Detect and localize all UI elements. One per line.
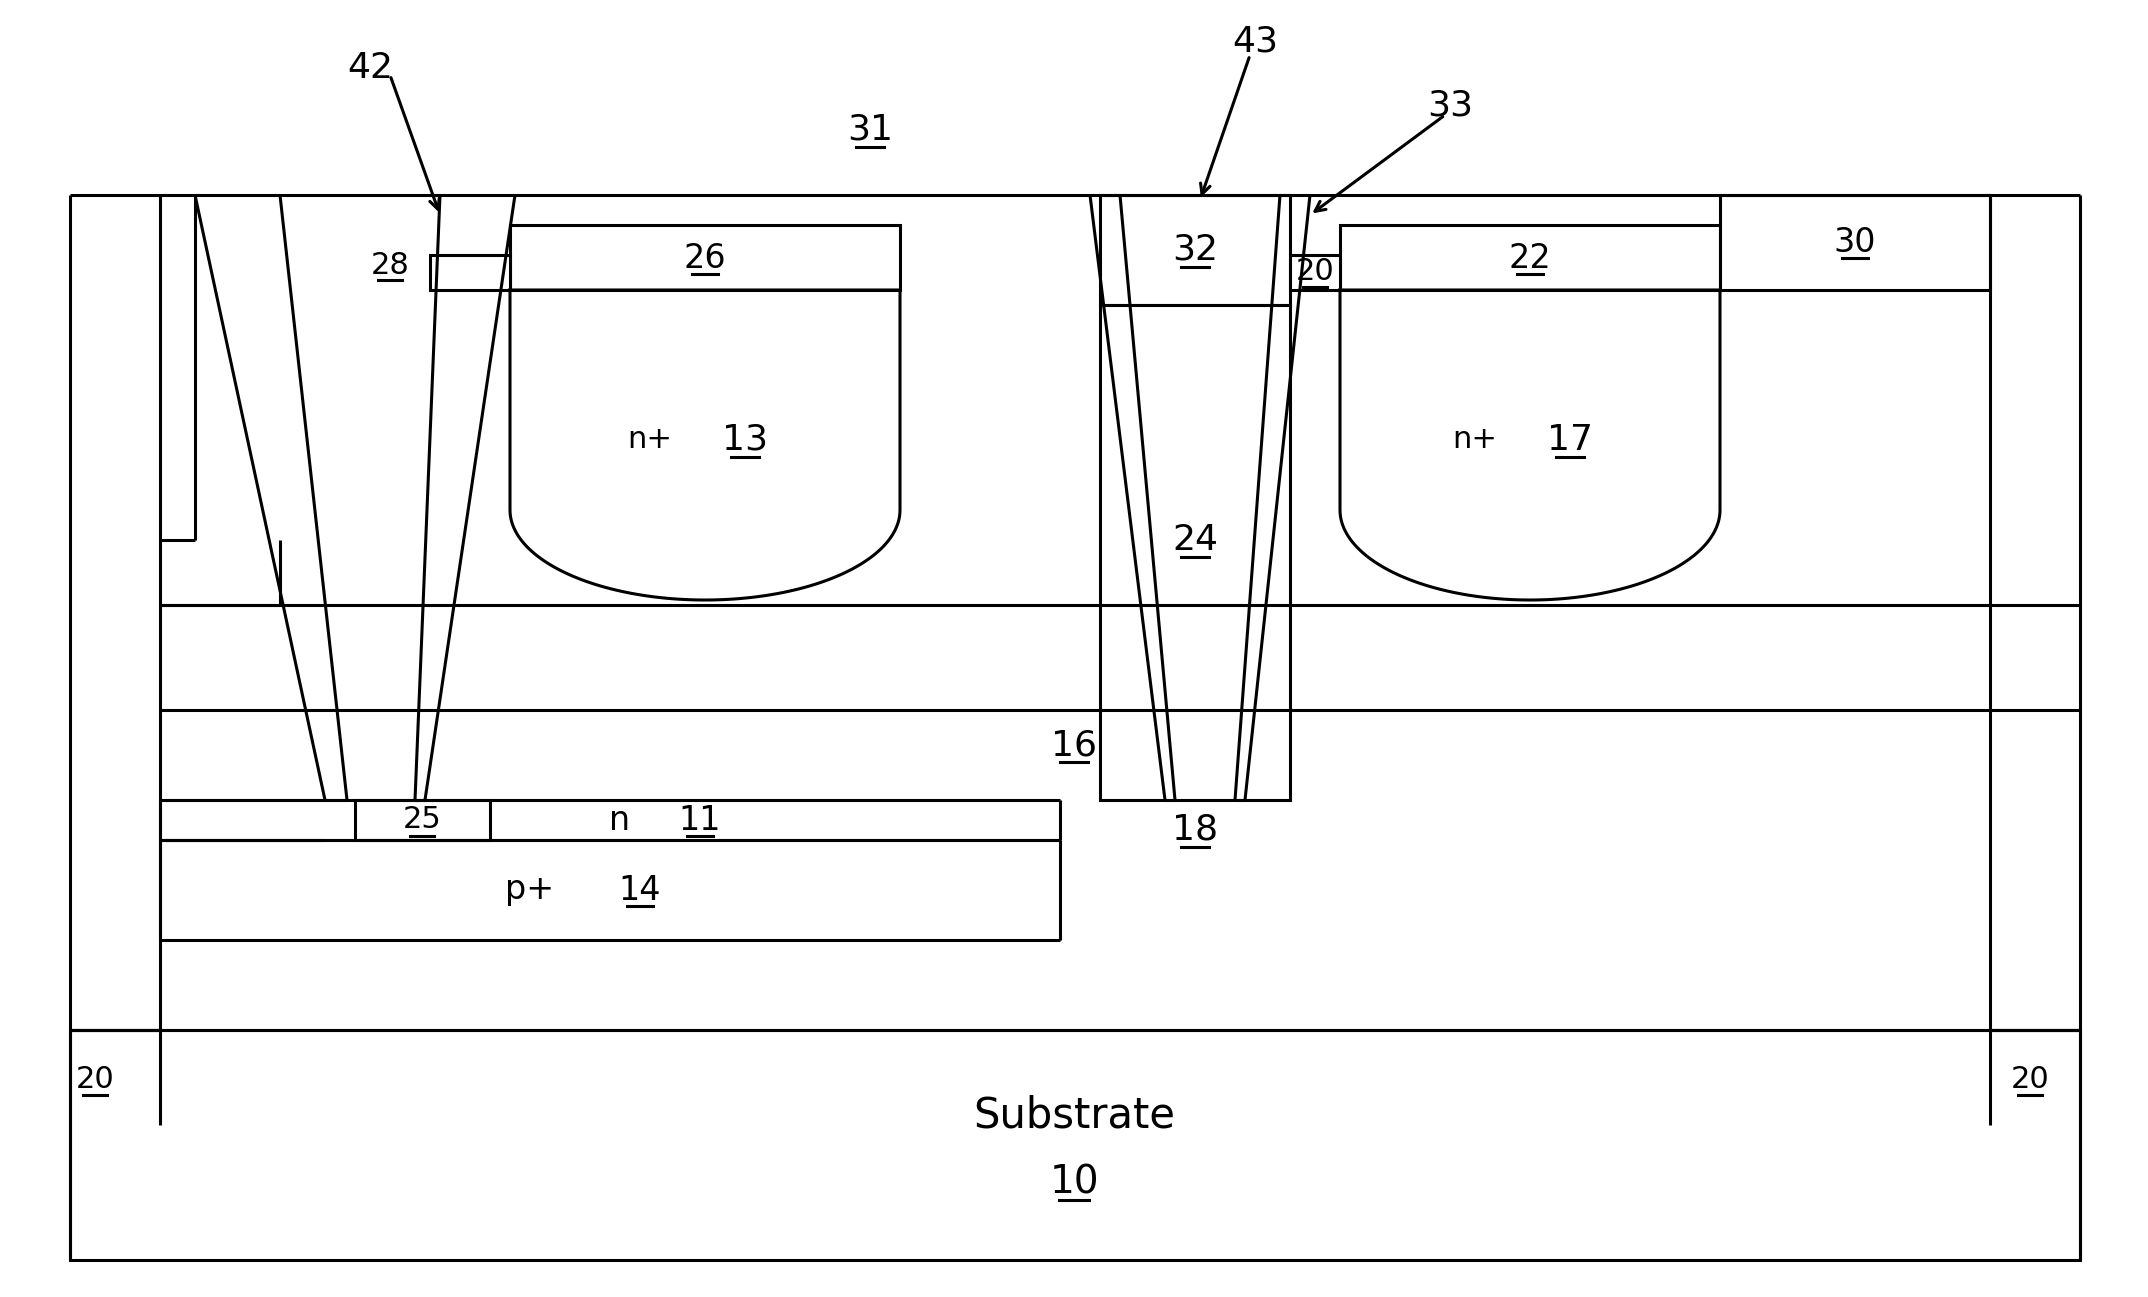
Text: n: n — [610, 804, 632, 837]
Text: 32: 32 — [1173, 233, 1218, 267]
Text: n+: n+ — [1452, 425, 1497, 454]
Bar — [1291, 256, 1340, 291]
Text: 31: 31 — [846, 113, 894, 147]
Text: 16: 16 — [1050, 728, 1098, 763]
Bar — [430, 256, 509, 291]
Text: 20: 20 — [75, 1066, 114, 1095]
Text: 14: 14 — [619, 873, 662, 907]
Text: 11: 11 — [679, 804, 722, 837]
Text: 17: 17 — [1547, 423, 1594, 457]
Text: 20: 20 — [1295, 258, 1334, 287]
Text: 26: 26 — [683, 241, 726, 275]
Text: 10: 10 — [1048, 1163, 1100, 1201]
Text: 13: 13 — [722, 423, 769, 457]
Text: 24: 24 — [1173, 523, 1218, 556]
Bar — [354, 800, 490, 840]
Bar — [71, 1030, 2079, 1259]
Text: 30: 30 — [1834, 226, 1875, 258]
Text: 28: 28 — [372, 250, 410, 279]
Text: 20: 20 — [2011, 1066, 2049, 1095]
Text: 22: 22 — [1508, 241, 1551, 275]
Text: n+: n+ — [627, 425, 672, 454]
Text: 42: 42 — [348, 51, 393, 86]
Text: 18: 18 — [1173, 813, 1218, 847]
Text: 43: 43 — [1233, 25, 1278, 58]
Bar — [509, 224, 900, 291]
Text: 33: 33 — [1426, 88, 1474, 122]
Text: Substrate: Substrate — [973, 1093, 1175, 1136]
Bar — [1100, 195, 1291, 305]
Bar — [1100, 305, 1291, 800]
Bar — [1340, 224, 1721, 291]
Text: 25: 25 — [402, 805, 440, 834]
Bar — [1721, 195, 1989, 291]
Text: p+: p+ — [505, 873, 554, 907]
